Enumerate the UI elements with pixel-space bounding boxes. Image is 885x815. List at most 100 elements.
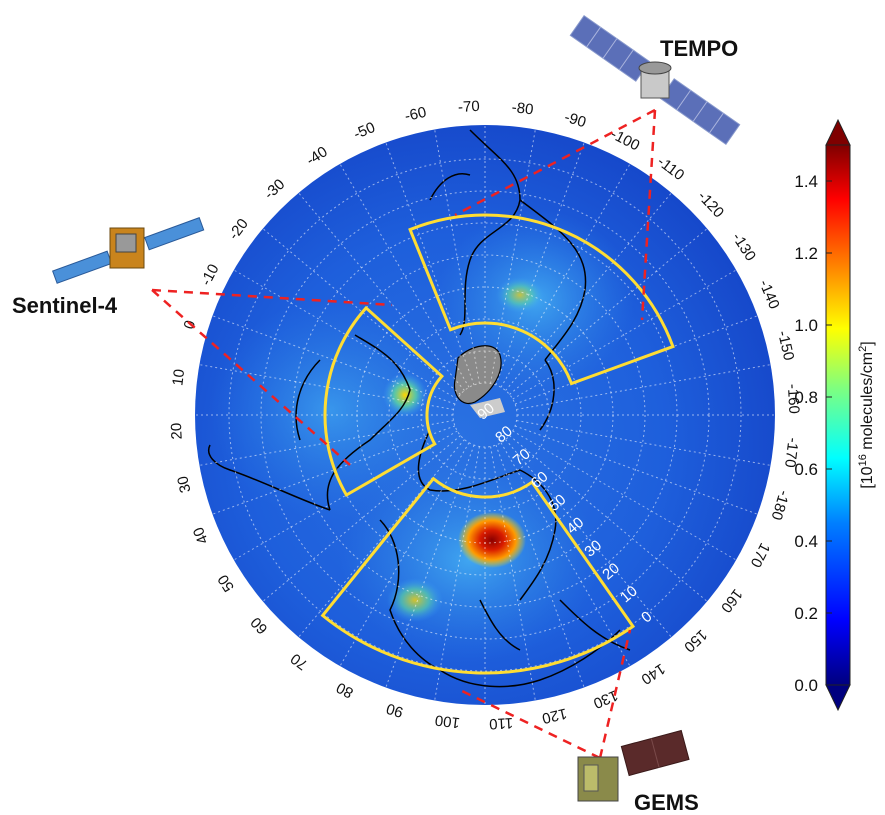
meridian-line [500, 442, 631, 667]
meridian-line [199, 420, 454, 466]
arctic-ice [470, 398, 505, 418]
longitude-label: 80 [334, 679, 357, 702]
longitude-label: 110 [489, 714, 514, 732]
colorbar: 0.0 0.2 0.4 0.6 0.8 1.0 1.2 1.4 [1016 molecules… [794, 118, 876, 712]
longitude-label: 70 [288, 650, 312, 674]
longitude-label: 30 [174, 474, 194, 494]
longitude-label: -180 [768, 488, 793, 522]
colorbar-tick-label: 1.4 [794, 172, 818, 191]
sentinel4-label: Sentinel-4 [12, 293, 118, 318]
meridian-line [516, 364, 771, 410]
colorbar-ticks: 0.0 0.2 0.4 0.6 0.8 1.0 1.2 1.4 [794, 172, 832, 695]
meridian-line [512, 269, 737, 400]
tempo-fov [454, 108, 657, 321]
longitude-label: 20 [168, 422, 186, 440]
meridian-line [199, 364, 454, 410]
meridian-line [385, 142, 475, 386]
gems-satellite-icon [577, 729, 690, 802]
colorbar-tick-label: 0.2 [794, 604, 818, 623]
meridian-line [495, 142, 585, 386]
hotspot-china [458, 512, 526, 568]
longitude-label: -130 [728, 230, 759, 264]
tempo-label: TEMPO [660, 36, 738, 61]
longitude-label: -30 [261, 176, 288, 203]
sentinel4-sector [323, 305, 445, 498]
gems-fov [459, 629, 632, 760]
longitude-label: -90 [562, 109, 588, 132]
longitude-label: 10 [169, 368, 188, 387]
longitude-label: 40 [190, 525, 212, 547]
longitude-label: -40 [303, 143, 330, 169]
colorbar-top-arrow [825, 118, 851, 146]
tempo-sector [408, 213, 675, 386]
land-europe-africa [210, 300, 450, 520]
colorbar-tick-label: 0.4 [794, 532, 818, 551]
meridian-line [500, 163, 631, 388]
hotspot-india [387, 578, 443, 622]
meridian-line [490, 446, 536, 701]
meridian-line [339, 163, 470, 388]
longitude-label: -80 [511, 99, 535, 119]
longitude-label: -50 [351, 119, 378, 143]
meridian-line [233, 269, 458, 400]
longitude-label: -20 [225, 216, 252, 244]
longitude-label: 140 [638, 660, 668, 688]
fov-lines [151, 108, 657, 760]
meridian-line [385, 444, 475, 688]
meridian-line [212, 425, 456, 515]
longitude-label: -150 [774, 329, 797, 362]
gems-label: GEMS [634, 790, 699, 815]
colorbar-unit-label: [1016 molecules/cm2] [857, 341, 876, 488]
meridian-line [262, 435, 461, 602]
colorbar-gradient [825, 144, 851, 686]
longitude-label: -120 [694, 188, 727, 222]
meridian-line [298, 439, 465, 638]
hotspot-europe [383, 373, 427, 417]
latitude-label: 60 [528, 468, 552, 492]
colorbar-tick-label: 0.6 [794, 460, 818, 479]
longitude-label: -100 [608, 126, 642, 155]
meridian-line [516, 420, 771, 466]
meridian-line [298, 192, 465, 391]
longitude-label: 170 [747, 540, 774, 570]
latitude-label: 30 [581, 537, 605, 561]
longitude-label: -170 [781, 437, 802, 469]
longitude-label: -10 [198, 261, 223, 288]
sentinel4-fov [151, 288, 393, 466]
longitude-label: 120 [540, 705, 568, 727]
sectors [320, 213, 675, 675]
longitude-label: -60 [403, 104, 428, 125]
colorbar-tick-label: 0.0 [794, 676, 818, 695]
longitude-label: 60 [247, 614, 271, 638]
meridian-line [339, 442, 470, 667]
colorbar-bottom-arrow [825, 684, 851, 712]
longitude-label: -160 [784, 383, 803, 414]
longitude-label: -70 [458, 98, 481, 116]
longitude-label: 90 [384, 699, 405, 720]
gems-sector [320, 476, 636, 675]
tempo-satellite-icon [569, 14, 741, 146]
colorbar-tick-label: 1.2 [794, 244, 818, 263]
meridian-line [434, 129, 480, 384]
meridian-line [434, 446, 480, 701]
colorbar-tick-label: 1.0 [794, 316, 818, 335]
meridians [195, 125, 775, 705]
longitude-label: -140 [755, 277, 782, 311]
longitude-label: -110 [654, 153, 687, 184]
longitude-label: 150 [680, 626, 710, 656]
hotspot-us [496, 277, 544, 313]
longitude-label: 160 [717, 586, 746, 616]
meridian-line [505, 192, 672, 391]
longitude-label: 100 [434, 711, 461, 731]
longitude-label: 50 [215, 571, 238, 594]
sentinel4-satellite-icon [52, 217, 205, 284]
meridian-line [505, 439, 672, 638]
colorbar-tick-label: 0.8 [794, 388, 818, 407]
meridian-line [509, 435, 708, 602]
map-content [195, 125, 775, 705]
meridian-line [512, 430, 737, 561]
meridian-line [233, 430, 458, 561]
meridian-line [495, 444, 585, 688]
